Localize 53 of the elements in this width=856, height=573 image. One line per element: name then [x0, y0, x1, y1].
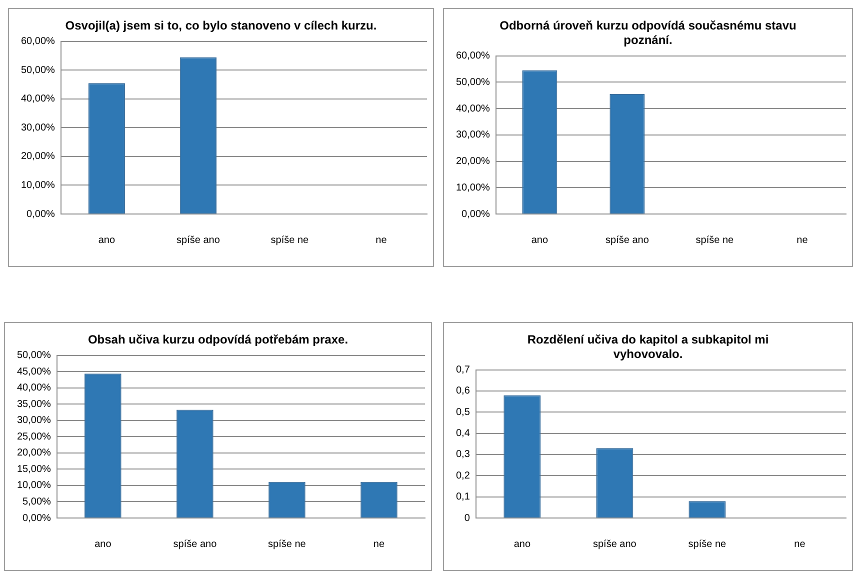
y-tick-label: 0,4: [456, 428, 470, 440]
y-tick-label: 60,00%: [456, 50, 490, 62]
x-tick-label: spíše ne: [696, 234, 734, 246]
y-tick-label: 10,00%: [456, 182, 490, 194]
x-tick-label: ne: [373, 538, 385, 550]
y-tick-label: 50,00%: [16, 350, 52, 362]
y-tick-label: 0,00%: [462, 208, 490, 220]
x-tick-label: ne: [794, 538, 806, 550]
y-tick-label: 10,00%: [16, 480, 52, 492]
x-tick-label: spíše ano: [176, 234, 220, 246]
x-tick-label: spíše ne: [688, 538, 727, 550]
x-tick-label: ano: [94, 538, 112, 550]
x-tick-label: spíše ne: [270, 234, 310, 246]
x-tick-label: ano: [98, 234, 116, 246]
y-tick-label: 15,00%: [16, 464, 52, 475]
y-tick-label: 50,00%: [456, 76, 490, 88]
x-tick-label: ano: [531, 234, 548, 246]
y-tick-label: 0,6: [456, 386, 470, 397]
y-tick-label: 40,00%: [16, 382, 52, 394]
y-tick-label: 40,00%: [456, 103, 490, 114]
y-tick-label: 20,00%: [456, 156, 490, 168]
y-tick-label: 10,00%: [20, 180, 56, 191]
y-tick-label: 30,00%: [20, 122, 56, 134]
y-tick-label: 35,00%: [16, 398, 52, 410]
y-tick-label: 0,1: [456, 492, 470, 503]
y-tick-label: 60,00%: [20, 36, 56, 48]
x-tick-label: ano: [514, 538, 531, 550]
x-tick-label: spíše ne: [268, 538, 306, 550]
y-tick-label: 0,5: [456, 406, 470, 418]
y-tick-label: 0,2: [456, 470, 470, 482]
y-tick-label: 5,00%: [22, 496, 52, 508]
y-tick-label: 0,7: [456, 364, 470, 376]
y-tick-label: 20,00%: [20, 151, 56, 162]
y-tick-label: 40,00%: [20, 94, 56, 105]
y-tick-label: 45,00%: [16, 366, 52, 378]
chart-title: Obsah učiva kurzu odpovídá potřebám praxe.: [88, 332, 348, 347]
x-tick-label: ne: [376, 234, 388, 246]
x-tick-label: spíše ano: [606, 234, 650, 246]
y-tick-label: 50,00%: [20, 64, 56, 76]
x-tick-label: spíše ano: [173, 538, 218, 550]
chart-title: Rozdělení učiva do kapitol a subkapitol mi vyhovovalo.: [527, 332, 769, 361]
chart-title: Odborná úroveň kurzu odpovídá současnému stavu poznání.: [500, 18, 796, 47]
y-tick-label: 0,3: [456, 449, 470, 460]
x-tick-label: spíše ano: [593, 538, 637, 550]
y-tick-label: 30,00%: [16, 415, 52, 426]
x-tick-label: ne: [796, 234, 808, 246]
y-tick-label: 0,00%: [22, 512, 52, 524]
y-tick-label: 0,00%: [26, 208, 56, 220]
y-tick-label: 20,00%: [16, 448, 52, 459]
y-tick-label: 30,00%: [456, 130, 490, 141]
y-tick-label: 0: [464, 512, 470, 524]
y-tick-label: 25,00%: [16, 431, 52, 442]
chart-title: Osvojil(a) jsem si to, co bylo stanoveno v cílech kurzu.: [65, 18, 377, 33]
